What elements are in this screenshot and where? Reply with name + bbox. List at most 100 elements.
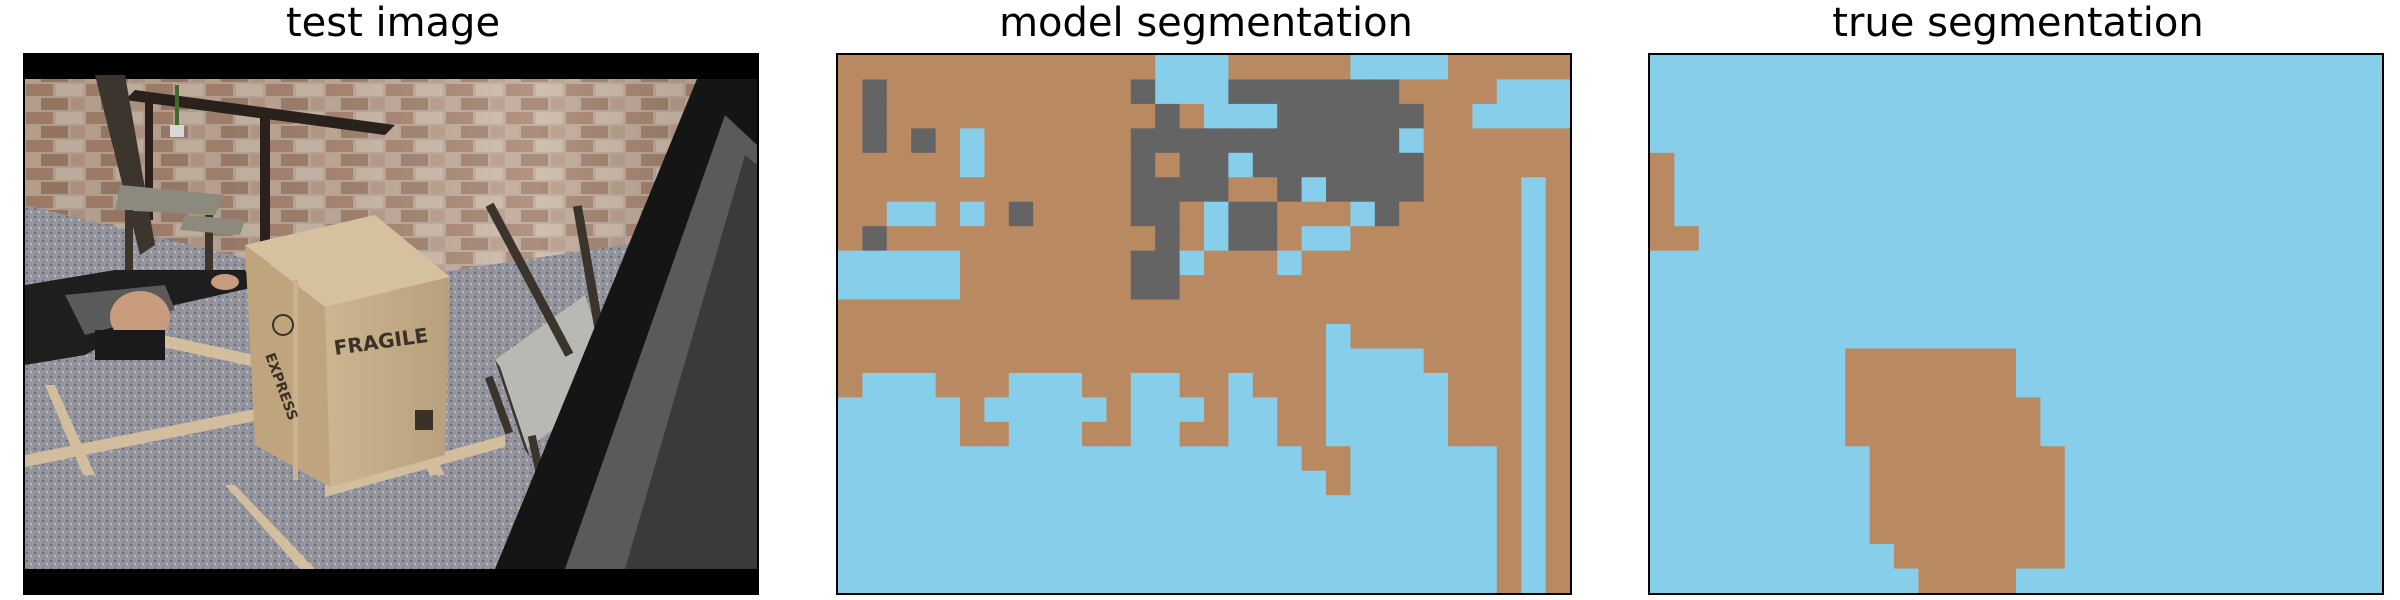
model-mask-cell [862,421,888,447]
true-mask-cell [2138,397,2163,423]
true-mask-cell [2064,544,2090,570]
model-mask-cell [886,299,912,325]
true-mask-cell [2064,299,2090,325]
model-mask-cell [1106,250,1132,276]
true-mask-cell [2284,55,2310,81]
model-mask-cell [1204,152,1229,178]
model-mask-cell [984,152,1010,178]
model-mask-cell [1277,201,1303,227]
true-mask-cell [1918,421,1944,447]
true-mask-cell [2113,348,2139,374]
true-mask-cell [2064,519,2090,545]
model-mask-cell [935,226,961,252]
model-mask-cell [1521,79,1547,105]
model-mask-cell [1496,250,1522,276]
model-mask-cell [1155,226,1181,252]
true-mask-cell [1942,568,1968,593]
true-mask-cell [1772,55,1797,81]
model-mask-cell [862,495,888,521]
model-mask-cell [1423,79,1449,105]
true-mask-cell [1772,544,1797,570]
model-mask-cell [1228,470,1254,496]
true-mask-cell [1942,79,1968,105]
true-mask-cell [2235,299,2261,325]
true-mask-cell [2333,177,2359,203]
true-mask-cell [1869,568,1895,593]
true-mask-cell [2308,299,2334,325]
true-mask-cell [2357,348,2382,374]
model-mask-cell [1545,79,1570,105]
true-mask-cell [1845,324,1871,350]
model-mask-cell [1228,397,1254,423]
model-mask-cell [1155,103,1181,129]
true-mask-cell [2333,446,2359,472]
model-mask-cell [1326,226,1351,252]
model-mask-cell [1228,519,1254,545]
true-mask-cell [1869,372,1895,398]
true-mask-cell [2333,79,2359,105]
model-mask-cell [1326,152,1351,178]
true-mask-cell [1723,250,1749,276]
model-mask-cell [1155,152,1181,178]
true-mask-cell [2235,519,2261,545]
true-mask-cell [1820,397,1846,423]
model-mask-cell [838,299,863,325]
true-mask-cell [2333,372,2359,398]
true-mask-cell [1747,324,1773,350]
true-mask-cell [2113,446,2139,472]
true-mask-cell [2284,348,2310,374]
true-mask-cell [2357,79,2382,105]
model-mask-cell [911,568,937,593]
true-mask-cell [1650,299,1675,325]
true-mask-cell [2138,275,2163,301]
true-mask-cell [1918,397,1944,423]
model-mask-cell [1448,421,1473,447]
model-mask-cell [1496,79,1522,105]
true-mask-cell [2333,152,2359,178]
model-mask-cell [1399,446,1425,472]
true-mask-cell [1869,348,1895,374]
model-mask-cell [984,226,1010,252]
model-mask-cell [1423,103,1449,129]
model-mask-cell [1423,128,1449,154]
model-mask-cell [1082,324,1107,350]
model-mask-cell [1496,177,1522,203]
model-mask-cell [1033,568,1059,593]
model-mask-cell [862,348,888,374]
model-mask-cell [984,568,1010,593]
true-mask-cell [2357,324,2382,350]
model-mask-cell [886,495,912,521]
true-mask-cell [2357,519,2382,545]
model-mask-cell [1106,397,1132,423]
true-mask-cell [1723,55,1749,81]
true-mask-cell [1723,544,1749,570]
true-mask-cell [1942,397,1968,423]
true-mask-cell [1869,152,1895,178]
true-mask-cell [2235,177,2261,203]
model-mask-cell [1399,299,1425,325]
model-mask-cell [1301,55,1327,81]
model-mask-cell [1521,152,1547,178]
true-mask-cell [1747,470,1773,496]
model-mask-cell [838,397,863,423]
model-mask-cell [1155,299,1181,325]
true-mask-cell [2333,348,2359,374]
true-mask-cell [2162,568,2188,593]
model-mask-cell [1521,372,1547,398]
model-mask-cell [1374,103,1400,129]
true-mask-cell [2040,299,2066,325]
true-mask-cell [1650,544,1675,570]
model-mask-cell [1472,275,1498,301]
model-mask-cell [1399,55,1425,81]
true-mask-cell [1894,275,1919,301]
true-mask-cell [2308,348,2334,374]
model-mask-cell [1252,470,1278,496]
true-mask-cell [1650,446,1675,472]
model-mask-cell [1130,421,1156,447]
true-mask-cell [2357,250,2382,276]
model-mask-cell [886,250,912,276]
model-mask-cell [1301,275,1327,301]
true-mask-cell [2260,275,2285,301]
true-mask-cell [2308,446,2334,472]
model-mask-cell [838,79,863,105]
